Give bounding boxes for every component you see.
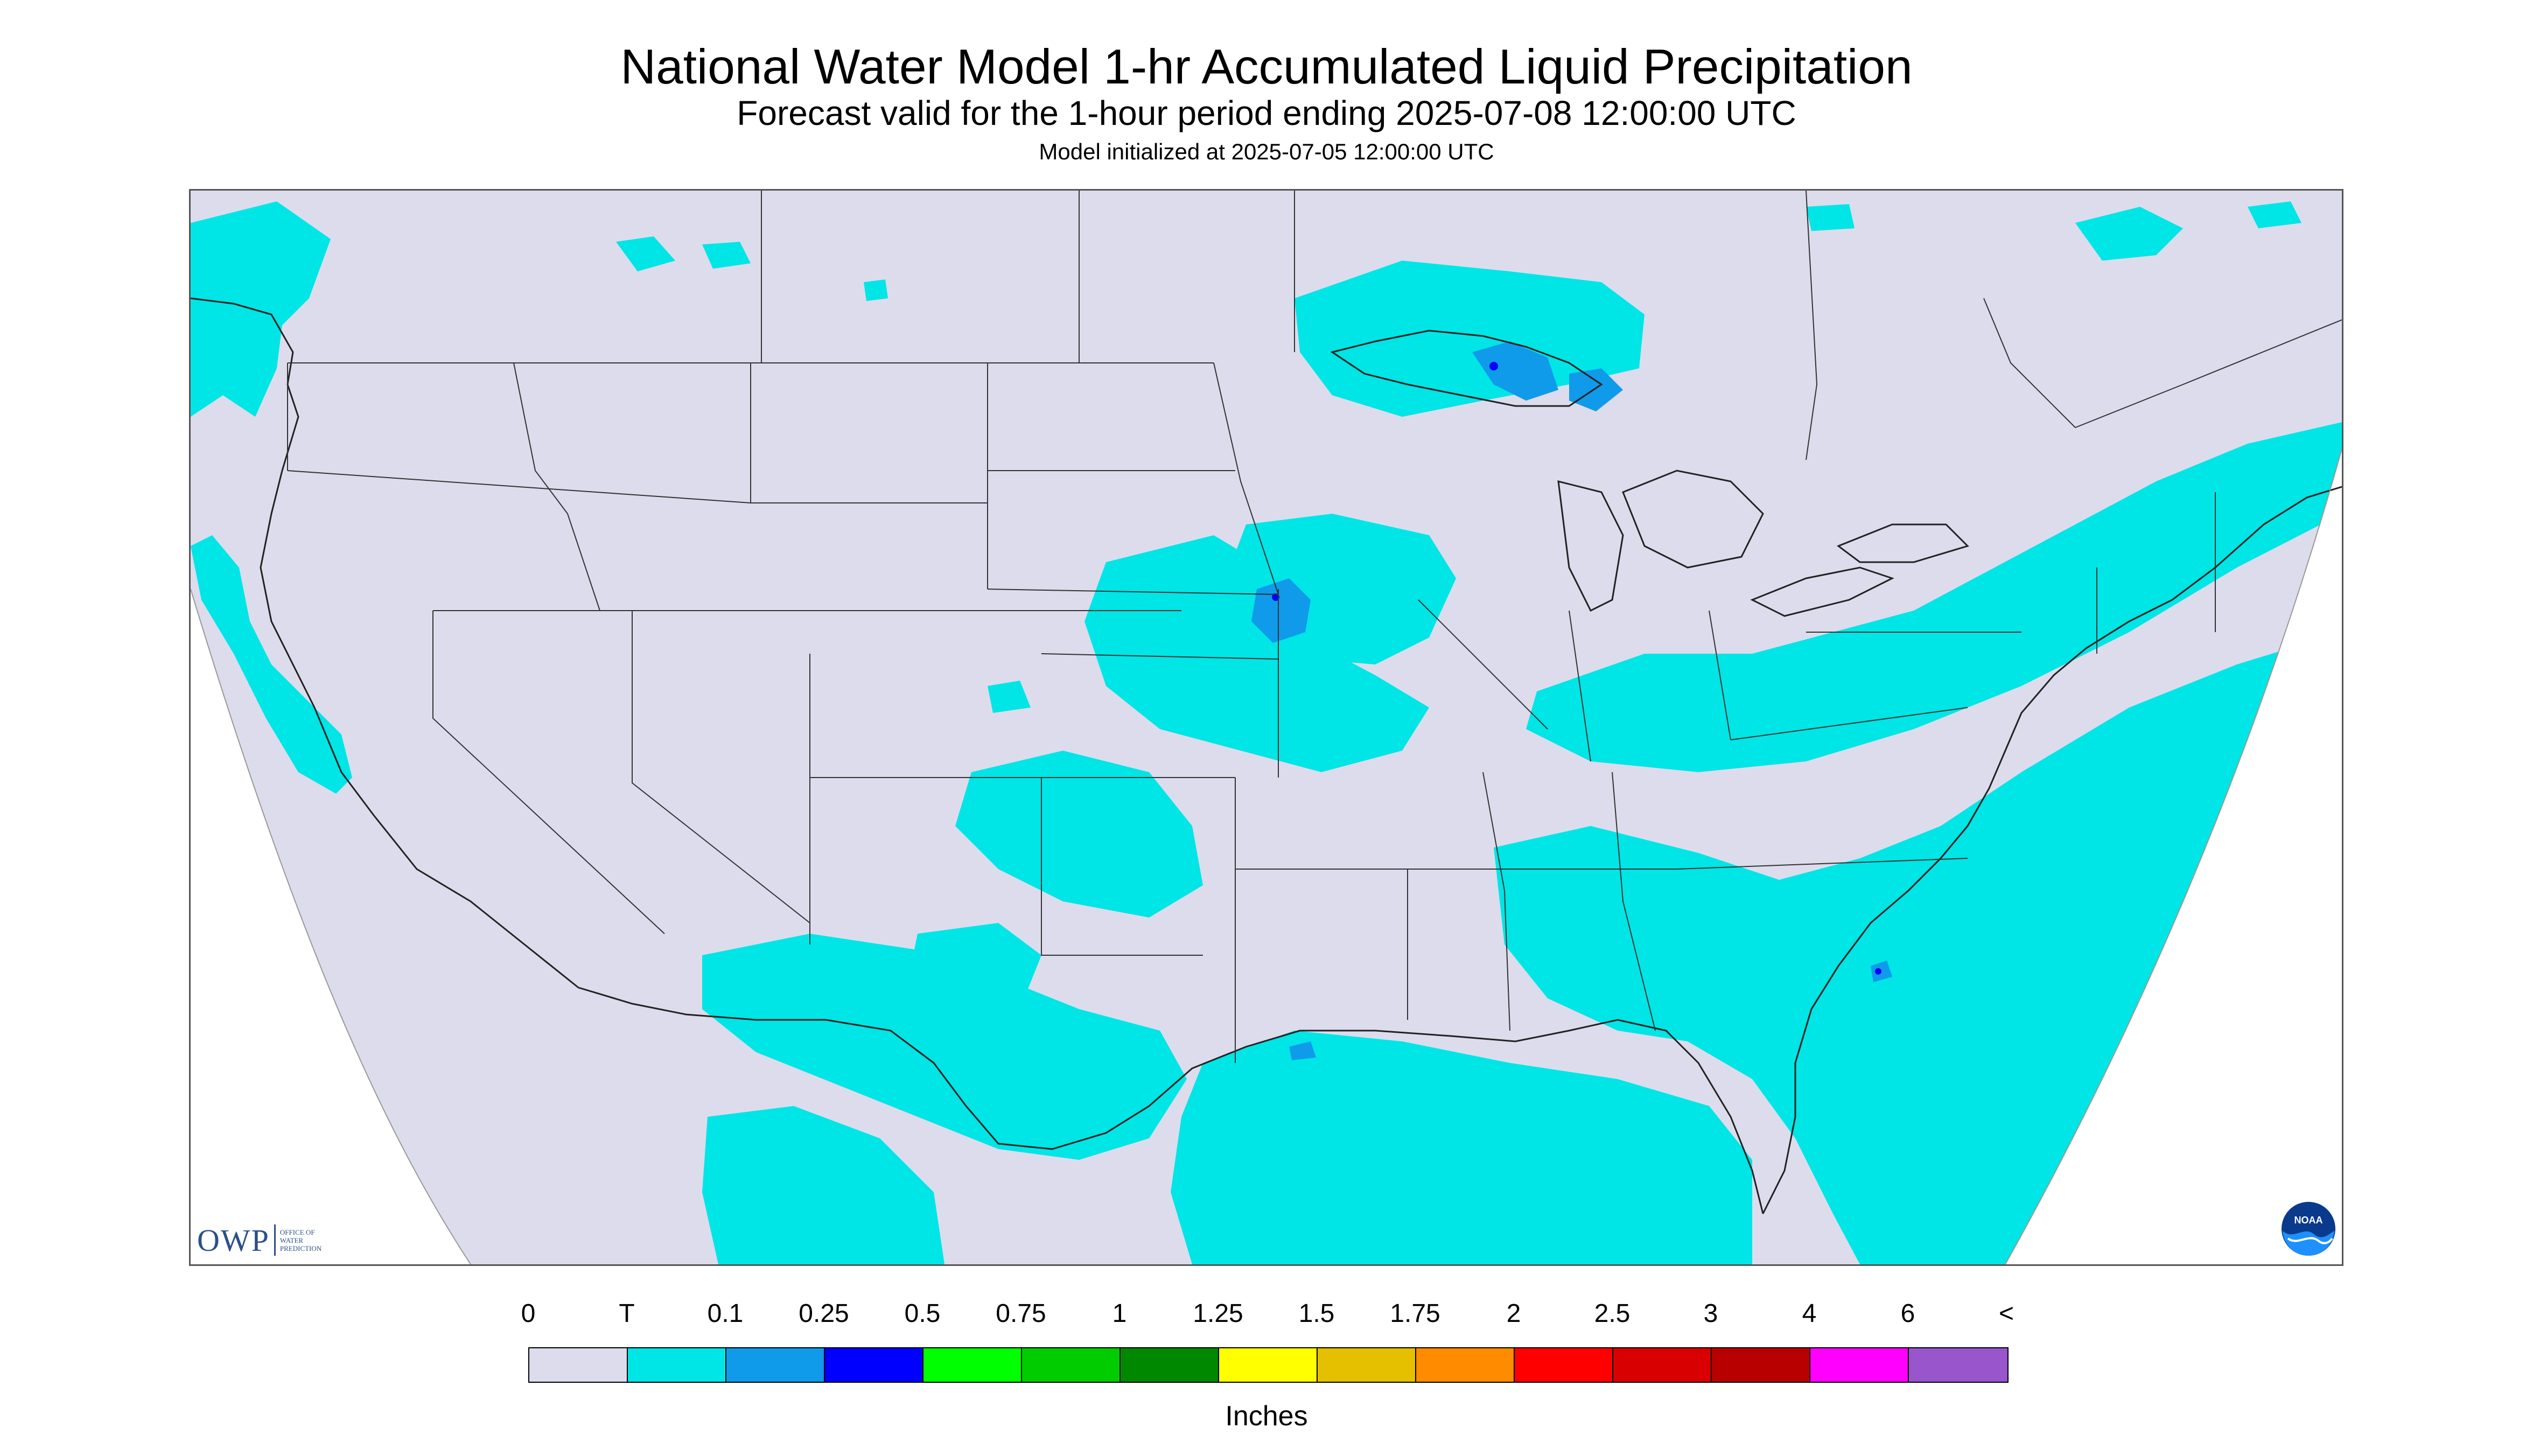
noaa-logo: NOAA bbox=[2280, 1201, 2336, 1257]
legend-swatch bbox=[825, 1348, 923, 1382]
owp-logo-text: OFFICE OF WATER PREDICTION bbox=[280, 1228, 321, 1252]
map-canvas bbox=[191, 191, 2342, 1264]
legend-swatch bbox=[1219, 1348, 1318, 1382]
legend-tick-label: 2 bbox=[1506, 1299, 1521, 1328]
legend-swatch bbox=[1909, 1348, 2007, 1382]
legend-swatch bbox=[529, 1348, 628, 1382]
precip-moderate-areas bbox=[1272, 362, 1881, 975]
owp-logo: OWP OFFICE OF WATER PREDICTION bbox=[197, 1221, 321, 1259]
legend-tick-label: 6 bbox=[1900, 1299, 1915, 1328]
legend-tick-label: 0.75 bbox=[996, 1299, 1046, 1328]
legend-swatch bbox=[1613, 1348, 1712, 1382]
legend-swatch bbox=[1515, 1348, 1613, 1382]
legend-tick-label: T bbox=[619, 1299, 635, 1328]
state-borders bbox=[287, 191, 2342, 1063]
legend-swatch bbox=[1121, 1348, 1219, 1382]
legend-swatch bbox=[1810, 1348, 1909, 1382]
legend-swatch bbox=[726, 1348, 825, 1382]
owp-logo-mark: OWP bbox=[197, 1222, 270, 1258]
coastlines bbox=[191, 297, 2342, 1214]
legend-tick-label: 3 bbox=[1703, 1299, 1718, 1328]
domain-edge bbox=[191, 449, 2342, 1264]
legend-tick-label: 1.5 bbox=[1298, 1299, 1335, 1328]
owp-logo-rule bbox=[274, 1224, 276, 1256]
legend-units-label: Inches bbox=[1225, 1401, 1308, 1432]
legend-tick-label: < bbox=[1998, 1299, 2014, 1328]
map-title: National Water Model 1-hr Accumulated Li… bbox=[620, 40, 1913, 94]
legend-swatch bbox=[1022, 1348, 1121, 1382]
legend-swatch bbox=[628, 1348, 726, 1382]
legend-swatch bbox=[1712, 1348, 1810, 1382]
legend-tick-label: 0.25 bbox=[799, 1299, 849, 1328]
legend-colorbar bbox=[528, 1347, 2009, 1383]
owp-logo-line2: WATER bbox=[279, 1236, 304, 1244]
precip-trace-areas bbox=[191, 201, 2342, 1264]
legend-tick-label: 1.75 bbox=[1390, 1299, 1440, 1328]
precip-light-areas bbox=[1251, 341, 1892, 1060]
color-legend: 0 T 0.1 0.25 0.5 0.75 1 1.25 1.5 1.75 2 2.5 3 4 6 < Inc… bbox=[0, 1298, 2533, 1438]
model-init-line: Model initialized at 2025-07-05 12:00:00… bbox=[1039, 139, 1494, 164]
legend-tick-label: 0.1 bbox=[707, 1299, 744, 1328]
owp-logo-line3: PREDICTION bbox=[279, 1244, 322, 1252]
legend-tick-label: 4 bbox=[1802, 1299, 1817, 1328]
legend-tick-label: 0 bbox=[521, 1299, 536, 1328]
forecast-valid-subtitle: Forecast valid for the 1-hour period end… bbox=[737, 94, 1796, 132]
legend-tick-label: 2.5 bbox=[1594, 1299, 1631, 1328]
legend-swatch bbox=[1416, 1348, 1515, 1382]
legend-swatch bbox=[923, 1348, 1022, 1382]
legend-swatch bbox=[1318, 1348, 1416, 1382]
legend-tick-label: 0.5 bbox=[904, 1299, 941, 1328]
owp-logo-line1: OFFICE OF bbox=[279, 1228, 315, 1236]
precipitation-map bbox=[189, 189, 2343, 1266]
noaa-logo-text: NOAA bbox=[2294, 1215, 2323, 1226]
legend-tick-label: 1 bbox=[1112, 1299, 1127, 1328]
legend-tick-label: 1.25 bbox=[1193, 1299, 1243, 1328]
